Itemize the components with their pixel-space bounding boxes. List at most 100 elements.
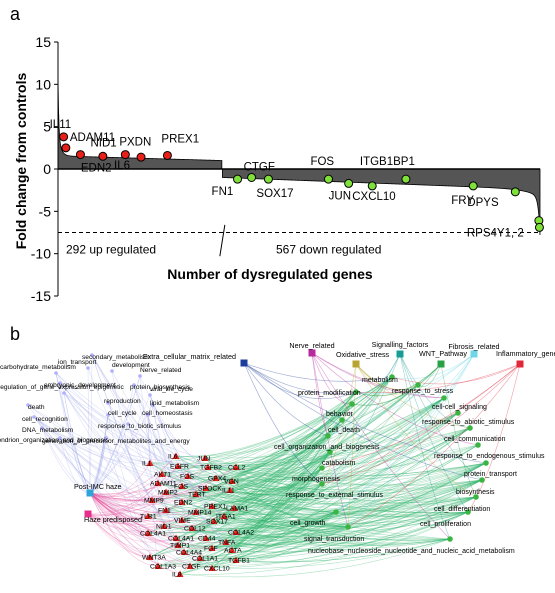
network-edge (157, 479, 483, 567)
network-edge (157, 483, 323, 567)
network-edge (205, 496, 477, 541)
network-edge (199, 483, 323, 559)
network-edge (355, 363, 419, 390)
left-term-label: viral_life_cycle (150, 386, 193, 393)
left-term-node (132, 383, 136, 387)
network-edge (87, 466, 237, 515)
gene-node-label: LAMA1 (226, 506, 249, 513)
network-edge (351, 363, 442, 406)
gene-node (188, 524, 196, 531)
network-edge (235, 384, 419, 561)
network-edge (89, 492, 235, 516)
network-edge (161, 451, 331, 481)
network-edge (177, 511, 469, 546)
network-edge (235, 466, 349, 528)
network-edge (149, 451, 331, 558)
network-edge (213, 462, 487, 522)
gene-node (212, 474, 220, 481)
hub-node (437, 360, 445, 368)
network-edge (225, 511, 337, 548)
gene-node (232, 556, 240, 563)
network-edge (235, 444, 479, 475)
gene-node-label: JUN (197, 456, 210, 463)
network-edge (149, 403, 353, 464)
network-edge (355, 353, 475, 395)
network-edge (177, 465, 323, 482)
network-edge (165, 491, 349, 531)
network-edge (205, 451, 331, 491)
network-edge (89, 466, 209, 495)
network-edge (149, 435, 329, 466)
term-label: response_to_stress (392, 388, 454, 395)
network-edge (321, 363, 521, 485)
network-edge (87, 501, 183, 524)
network-edge (175, 412, 459, 459)
network-edge (231, 511, 469, 553)
gene-point (75, 150, 85, 160)
term-label: behavior (326, 411, 354, 418)
gene-node (146, 459, 154, 466)
network-edge (91, 354, 225, 517)
network-edge (151, 499, 451, 541)
gene-point-label: EDN2 (81, 162, 112, 174)
network-edge (59, 382, 91, 494)
gene-point (468, 181, 478, 191)
gene-node (228, 477, 236, 484)
network-edge (335, 353, 475, 513)
gene-node-label: COL1A1 (192, 556, 218, 563)
left-term-label: Nerve_related (140, 367, 182, 374)
network-edge (204, 457, 487, 476)
network-edge (183, 479, 483, 553)
gene-node (178, 498, 186, 505)
left-term-label: protein_biosynthesis (130, 384, 191, 391)
left-term-node (146, 413, 150, 417)
network-edge (157, 511, 337, 567)
network-edge (205, 427, 471, 489)
network-edge (243, 362, 329, 437)
network-edge (87, 513, 165, 531)
network-edge (139, 375, 159, 484)
left-term-label: reproduction (104, 398, 141, 405)
network-edge (89, 375, 141, 494)
network-edge (205, 451, 331, 489)
network-edge (181, 427, 471, 503)
network-edge (127, 423, 183, 521)
network-edge (89, 492, 225, 522)
network-edge (163, 511, 469, 537)
network-edge (147, 414, 159, 567)
y-tick-label: -10 (31, 246, 51, 262)
gene-node (174, 541, 182, 548)
network-edge (229, 467, 323, 496)
network-edge (243, 362, 357, 394)
network-edge (187, 475, 469, 517)
left-term-node (104, 436, 108, 440)
network-edge (147, 414, 179, 546)
network-edge (223, 391, 357, 517)
left-term-node (126, 422, 130, 426)
gene-node-label: FGF (204, 546, 218, 553)
left-term-label: lipid_metabolism (150, 400, 200, 407)
network-edge (175, 397, 445, 539)
left-term-label: secondary_metabolism (82, 354, 150, 361)
hub-label: Oxidative_stress (336, 350, 390, 359)
network-edge (231, 467, 323, 492)
network-edge (149, 462, 483, 491)
network-edge (213, 520, 349, 535)
network-edge (89, 487, 207, 501)
network-edge (165, 491, 337, 522)
network-edge (225, 419, 343, 543)
gene-point (247, 172, 257, 182)
network-edge (157, 467, 323, 567)
gene-node-label: TLR1 (140, 514, 157, 521)
network-edge (55, 372, 91, 494)
gene-node-label: AKT1 (154, 472, 171, 479)
network-edge (204, 457, 349, 528)
network-edge (41, 427, 149, 517)
network-edge (161, 403, 353, 475)
gene-node-label: ADAM11 (150, 481, 177, 488)
network-edge (89, 423, 129, 494)
x-axis-label: Number of dysregulated genes (167, 266, 373, 282)
network-edge (157, 482, 469, 513)
network-edge (183, 451, 331, 553)
network-edge (27, 404, 181, 575)
